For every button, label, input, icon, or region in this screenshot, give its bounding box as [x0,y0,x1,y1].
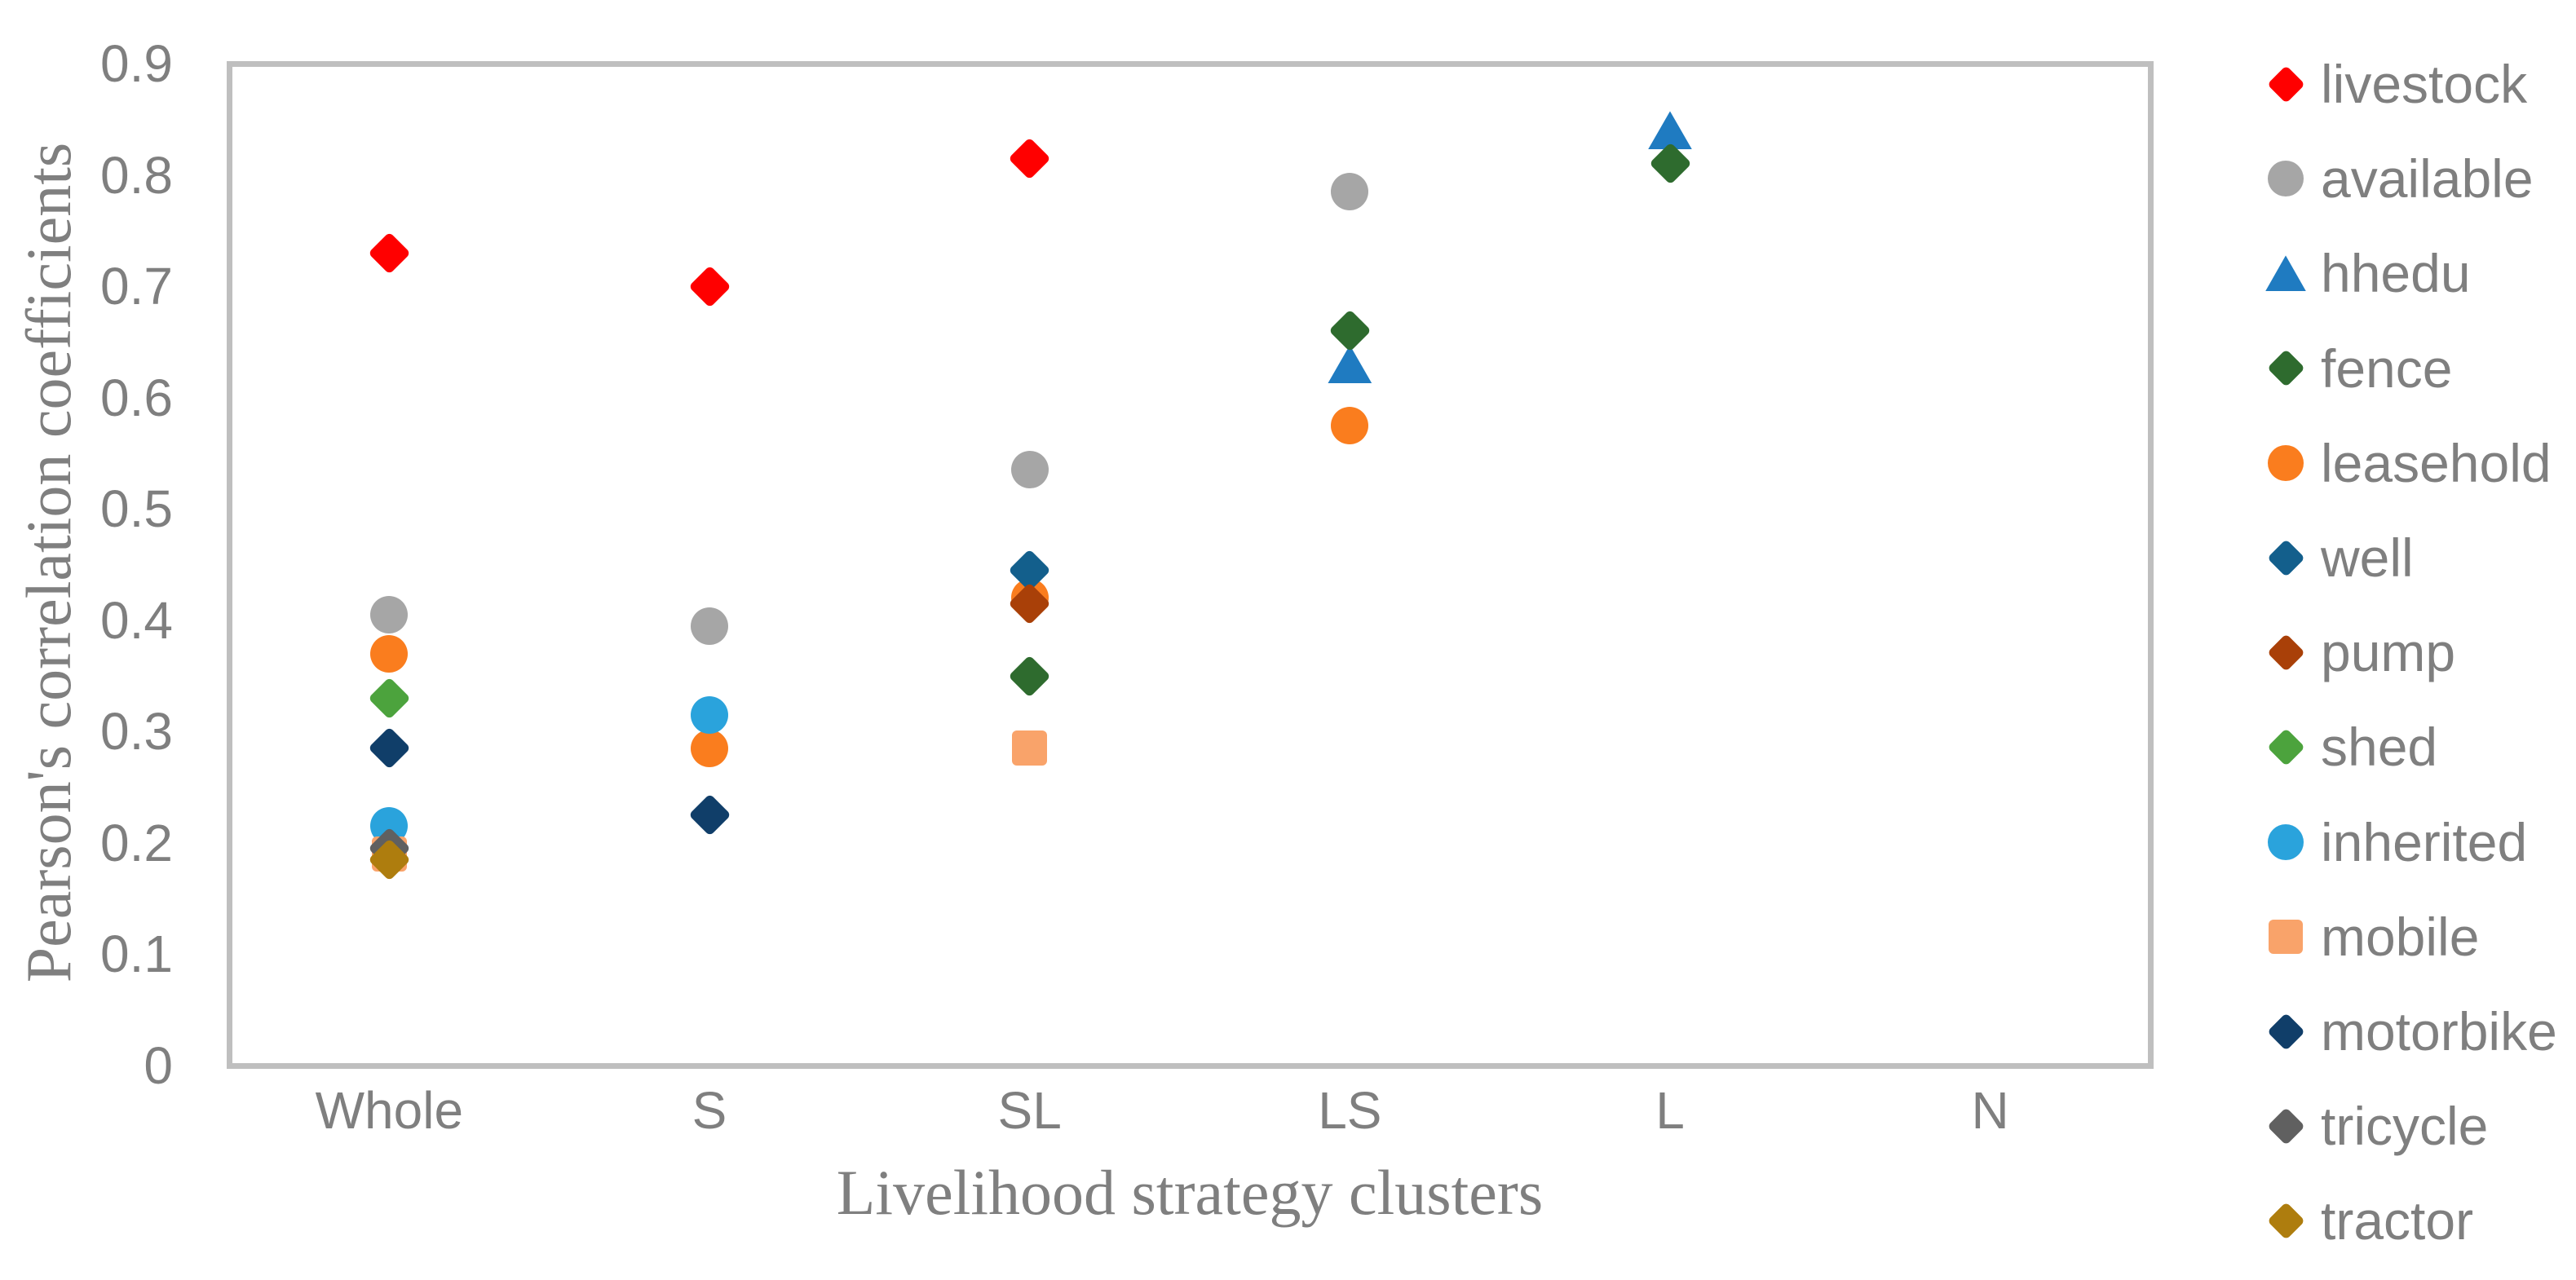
x-tick-label-S: S [691,1081,727,1140]
y-axis-title: Pearson's correlation coefficients [13,142,84,983]
legend-item-leasehold: leasehold [2259,426,2552,500]
x-axis-title: Livelihood strategy clusters [836,1157,1544,1228]
x-tick-label-N: N [1971,1081,2009,1140]
legend-label: leasehold [2321,432,2552,493]
legend-label: well [2321,527,2414,588]
x-tick-label-LS: LS [1318,1081,1382,1140]
hhedu-marker-icon [2265,255,2306,292]
legend-marker-box [2259,142,2313,215]
legend-item-hhedu: hhedu [2259,236,2471,310]
legend-item-mobile: mobile [2259,900,2479,973]
legend-label: motorbike [2321,1001,2557,1062]
legend-label: pump [2321,622,2456,683]
legend-marker-box [2259,616,2313,689]
legend-label: available [2321,148,2534,210]
legend-label: tricycle [2321,1096,2489,1157]
pump-marker-icon [2266,633,2305,672]
legend-marker-box [2259,521,2313,594]
legend-marker-box [2259,1184,2313,1257]
legend-marker-box [2259,806,2313,879]
x-tick-label-Whole: Whole [315,1081,464,1140]
motorbike-marker-icon [2266,1012,2305,1051]
legend-item-livestock: livestock [2259,47,2527,121]
legend-item-fence: fence [2259,332,2452,405]
shed-marker-icon [2266,728,2305,766]
legend-marker-box [2259,236,2313,310]
livestock-marker-icon [2266,64,2305,104]
x-tick-label-SL: SL [997,1081,1062,1140]
legend-marker-box [2259,47,2313,121]
legend-item-tractor: tractor [2259,1184,2473,1257]
legend-label: livestock [2321,54,2528,114]
plot-area [227,61,2154,1069]
legend-label: mobile [2321,906,2480,967]
legend-marker-box [2259,426,2313,500]
legend-item-available: available [2259,142,2534,215]
tractor-marker-icon [2266,1202,2305,1240]
legend-label: shed [2321,717,2438,778]
legend-label: hhedu [2321,243,2471,304]
legend-marker-box [2259,710,2313,783]
mobile-marker-icon [2269,919,2303,954]
legend-label: inherited [2321,811,2528,872]
legend-item-pump: pump [2259,616,2455,689]
leasehold-marker-icon [2268,444,2304,481]
available-marker-icon [2268,161,2304,197]
legend-label: tractor [2321,1190,2474,1251]
legend-label: fence [2321,338,2453,399]
legend-item-shed: shed [2259,710,2437,783]
legend-item-well: well [2259,521,2414,594]
legend-marker-box [2259,900,2313,973]
legend-marker-box [2259,1089,2313,1163]
inherited-marker-icon [2268,823,2304,860]
legend-marker-box [2259,332,2313,405]
fence-marker-icon [2266,349,2305,387]
legend-item-motorbike: motorbike [2259,995,2557,1068]
legend-item-tricycle: tricycle [2259,1089,2488,1163]
legend-marker-box [2259,995,2313,1068]
x-tick-label-L: L [1655,1081,1685,1140]
well-marker-icon [2266,538,2305,577]
tricycle-marker-icon [2266,1106,2305,1145]
legend-item-inherited: inherited [2259,806,2527,879]
